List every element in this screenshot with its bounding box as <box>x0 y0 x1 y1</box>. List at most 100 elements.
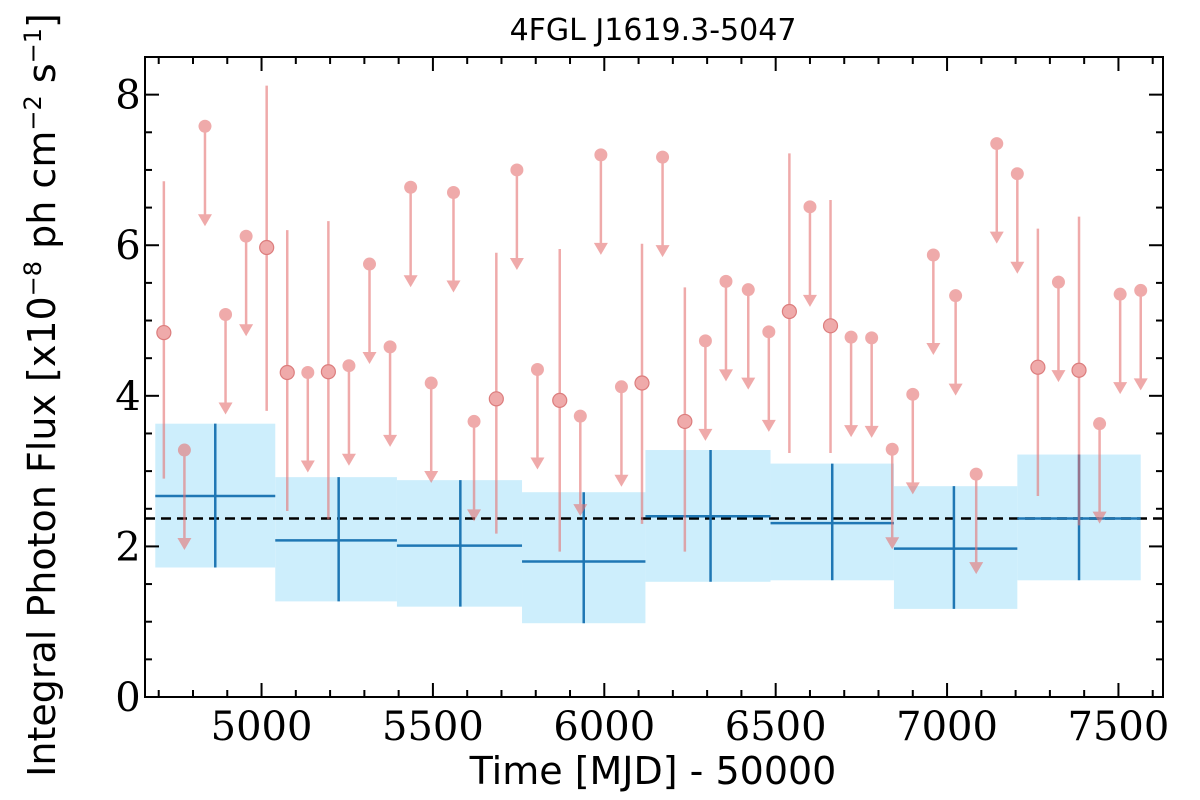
x-tick-label: 6000 <box>553 704 655 750</box>
y-tick-label: 2 <box>115 524 140 570</box>
detection-point <box>677 287 693 552</box>
upper-limit-arrowhead <box>718 369 733 382</box>
detection-marker <box>781 303 797 320</box>
detection-point <box>488 252 504 534</box>
binned-points-layer <box>155 423 1141 624</box>
upper-limit <box>424 376 439 484</box>
binned-point <box>155 423 276 568</box>
upper-limit-arrowhead <box>969 562 984 575</box>
detection-marker <box>822 318 839 334</box>
upper-limit-arrowhead <box>802 294 817 307</box>
upper-limit <box>741 283 756 390</box>
upper-limit-arrowhead <box>177 538 192 551</box>
axis-ticks <box>145 57 1163 698</box>
upper-limit-arrowhead <box>403 275 418 288</box>
x-tick-label: 7000 <box>896 704 998 750</box>
detection-marker <box>1071 362 1087 378</box>
detection-marker <box>552 392 568 408</box>
upper-limit <box>926 248 941 356</box>
upper-limit <box>383 340 398 447</box>
detection-point <box>259 85 275 411</box>
upper-limit <box>1010 167 1025 274</box>
upper-limit-arrowhead <box>446 280 461 293</box>
upper-limit <box>446 186 461 293</box>
upper-limit <box>177 443 192 551</box>
detection-point <box>1030 228 1046 496</box>
upper-limit-arrowhead <box>573 504 588 517</box>
y-tick-label: 6 <box>115 223 140 269</box>
upper-limit-arrowhead <box>530 457 545 470</box>
upper-limit-arrowhead <box>197 214 212 227</box>
upper-limit-arrowhead <box>926 343 941 356</box>
detection-marker <box>156 324 172 341</box>
x-axis-label: Time [MJD] - 50000 <box>469 749 837 793</box>
upper-limit-arrowhead <box>467 509 482 522</box>
detection-point <box>552 249 568 552</box>
upper-limit-arrowhead <box>864 425 879 438</box>
upper-limit-arrowhead <box>1133 378 1148 391</box>
upper-limit <box>341 359 356 466</box>
y-axis-label-part: ] <box>20 13 64 28</box>
upper-limit-arrowhead <box>509 257 524 270</box>
y-axis-label-part: s <box>20 63 64 95</box>
upper-limit <box>698 334 713 441</box>
upper-limit-arrowhead <box>741 377 756 390</box>
upper-limit-arrowhead <box>1010 261 1025 274</box>
upper-limit-arrowhead <box>761 419 776 432</box>
upper-limit-arrowhead <box>1113 382 1128 395</box>
upper-limit-arrowhead <box>948 383 963 396</box>
upper-limit-arrowhead <box>614 474 629 487</box>
detection-marker <box>259 239 275 256</box>
upper-limit <box>864 331 879 438</box>
binned-band-layer <box>155 423 1141 624</box>
y-tick-labels: 0 2 4 6 8 <box>115 73 140 721</box>
upper-limit <box>1133 283 1148 391</box>
detection-marker <box>320 364 336 380</box>
y-axis-label-part: ph cm <box>20 131 64 261</box>
x-tick-label: 5000 <box>211 704 313 750</box>
upper-limit <box>718 274 733 382</box>
upper-limit-arrowhead <box>885 537 900 550</box>
chart-title: 4FGL J1619.3-5047 <box>510 13 797 48</box>
upper-limit-arrowhead <box>1051 370 1066 383</box>
binned-point <box>893 486 1018 609</box>
x-tick-labels: 5000 5500 6000 6500 7000 7500 <box>211 704 1170 750</box>
upper-limit <box>905 387 920 495</box>
y-tick-label: 8 <box>115 73 140 119</box>
upper-limit-arrowhead <box>424 471 439 484</box>
upper-limit <box>969 467 984 575</box>
upper-limit <box>802 200 817 307</box>
detection-marker <box>1030 359 1046 375</box>
plot-frame <box>144 56 1164 698</box>
upper-limit <box>573 409 588 517</box>
upper-limit <box>844 330 859 438</box>
upper-limit-arrowhead <box>593 242 608 255</box>
upper-limit <box>614 380 629 487</box>
detection-point <box>279 230 295 512</box>
upper-limits-layer <box>177 119 1148 575</box>
binned-point <box>522 492 646 624</box>
detection-point <box>781 153 797 454</box>
detection-point <box>822 200 839 454</box>
upper-limit <box>300 365 315 473</box>
upper-limit <box>530 362 545 470</box>
upper-limit <box>1092 417 1107 524</box>
upper-limit <box>197 119 212 227</box>
upper-limit-arrowhead <box>1092 511 1107 524</box>
detection-point <box>320 221 336 520</box>
upper-limit <box>467 414 482 522</box>
y-axis-label-part: Integral Photon Flux [x10 <box>20 296 64 777</box>
upper-limit <box>509 163 524 270</box>
upper-limit-arrowhead <box>383 434 398 447</box>
detection-point <box>1071 216 1087 526</box>
detection-marker <box>677 413 693 430</box>
y-axis-label-exponent: −2 <box>19 95 47 130</box>
y-axis-label-exponent: −8 <box>19 261 47 296</box>
upper-limit <box>403 180 418 288</box>
y-axis-label: Integral Photon Flux [x10−8 ph cm−2 s−1] <box>19 13 64 777</box>
upper-limit <box>948 289 963 396</box>
detection-marker <box>488 391 504 407</box>
x-tick-label: 6500 <box>725 704 827 750</box>
binned-point <box>396 480 523 607</box>
